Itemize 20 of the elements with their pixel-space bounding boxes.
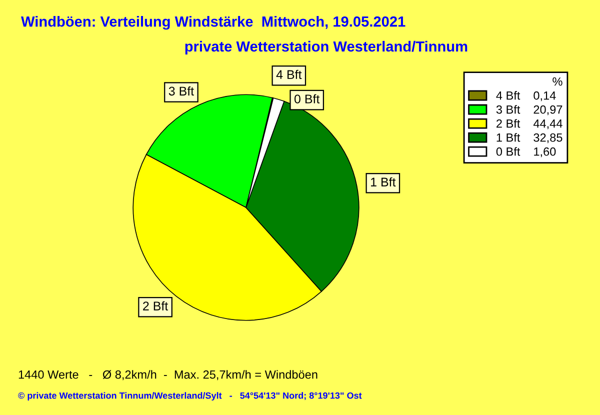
data-label: 1,60 [534, 147, 556, 158]
slice-label: 2 Bft [143, 301, 168, 310]
data-label: 20,97 [534, 105, 562, 116]
slice-label: 0 Bft [294, 94, 320, 104]
text: 1440 Werte - Ø 8,2km/h - Max. 25,7km/h = Windböen [18, 370, 318, 380]
legend-label: 0 Bft [496, 147, 520, 156]
data-label: 0,14 [534, 91, 556, 102]
legend-label: 3 Bft [496, 105, 520, 114]
chart-subtitle: private Wetterstation Westerland/Tinnum [185, 40, 468, 55]
text: © private Wetterstation Tinnum/Westerland/Sylt - 54°54'13" Nord; 8°19'13" Ost [18, 392, 362, 401]
slice-label: 1 Bft [371, 177, 396, 186]
legend-label: 4 Bft [496, 91, 520, 100]
data-label: 32,85 [534, 133, 562, 144]
slice-label: 4 Bft [276, 70, 302, 79]
slice-label: 3 Bft [168, 86, 194, 96]
legend-label: 2 Bft [496, 119, 520, 128]
legend-label: 1 Bft [496, 133, 520, 142]
legend-title: % [552, 77, 562, 86]
chart-title: Windböen: Verteilung Windstärke Mittwoch, 19.05.2021 [21, 16, 406, 30]
data-label: 44,44 [533, 120, 562, 130]
